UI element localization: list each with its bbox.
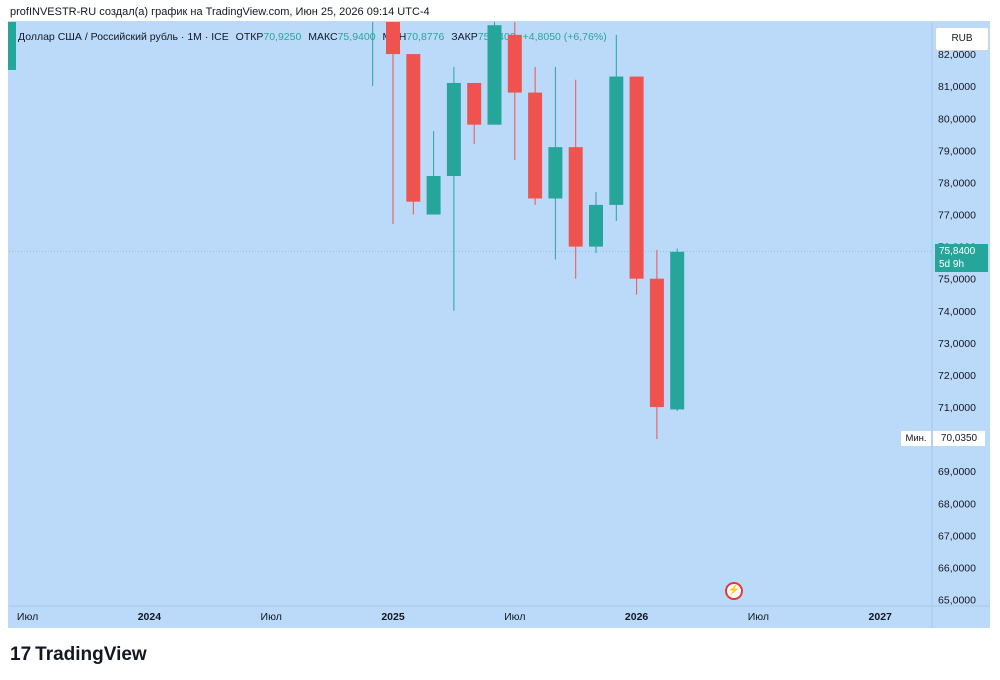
high-value: 75,9400	[337, 31, 376, 43]
candle-body-down	[649, 278, 664, 408]
x-tick-label: Июл	[17, 611, 38, 623]
brand-name: TradingView	[35, 644, 147, 665]
open-label: ОТКР	[235, 31, 264, 43]
x-tick-label: Июл	[748, 611, 769, 623]
candle-body-up	[609, 76, 624, 205]
y-tick-label: 67,0000	[938, 530, 976, 542]
dividend-event-icon[interactable]: ⚡	[725, 582, 743, 600]
bar-countdown: 5d 9h	[939, 259, 965, 270]
candle-body-down	[568, 147, 583, 247]
candle-body-down	[629, 76, 644, 279]
candle-body-up	[670, 251, 685, 410]
close-label: ЗАКР	[451, 31, 478, 43]
y-tick-label: 74,0000	[938, 306, 976, 318]
open-value: 70,9250	[263, 31, 302, 43]
y-tick-label: 78,0000	[938, 177, 976, 189]
y-tick-label: 72,0000	[938, 370, 976, 382]
y-tick-label: 66,0000	[938, 562, 976, 574]
last-price-value: 75,8400	[939, 246, 976, 257]
symbol-name[interactable]: Доллар США / Российский рубль · 1M · ICE	[18, 31, 229, 43]
x-tick-label: 2024	[138, 611, 162, 623]
low-value: 70,8776	[406, 31, 445, 43]
chart-attribution: profINVESTR-RU создал(а) график на Tradi…	[10, 6, 430, 18]
candle-body-up	[487, 25, 502, 125]
y-tick-label: 81,0000	[938, 81, 976, 93]
candle-body-down	[467, 82, 482, 125]
candles-group	[372, 22, 685, 440]
y-tick-label: 79,0000	[938, 145, 976, 157]
y-tick-label: 71,0000	[938, 402, 976, 414]
candle-body-up	[446, 82, 461, 177]
y-tick-label: 73,0000	[938, 338, 976, 350]
x-tick-label: Июл	[261, 611, 282, 623]
tradingview-logo[interactable]: 17 TradingView	[10, 644, 147, 666]
candle-body-up	[426, 176, 441, 215]
min-label: Мин.	[901, 431, 931, 446]
x-tick-label: 2027	[869, 611, 893, 623]
symbol-flag	[8, 22, 16, 70]
min-value: 70,0350	[933, 431, 985, 446]
y-tick-label: 65,0000	[938, 595, 976, 607]
candle-body-up	[589, 204, 603, 247]
x-tick-label: Июл	[504, 611, 525, 623]
y-tick-label: 68,0000	[938, 498, 976, 510]
y-tick-label: 77,0000	[938, 210, 976, 222]
candle-body-down	[386, 22, 400, 55]
candle-body-up	[548, 147, 563, 199]
change-value: +4,8050 (+6,76%)	[522, 31, 607, 43]
y-tick-label: 80,0000	[938, 113, 976, 125]
currency-button[interactable]: RUB	[935, 27, 989, 51]
x-tick-label: 2026	[625, 611, 649, 623]
x-tick-label: 2025	[381, 611, 405, 623]
tv-logo-icon: 17	[10, 644, 32, 665]
candle-body-down	[528, 92, 543, 199]
high-label: МАКС	[308, 31, 338, 43]
y-tick-label: 69,0000	[938, 466, 976, 478]
candle-body-down	[507, 34, 522, 93]
last-price-tag: 75,8400 5d 9h	[935, 244, 988, 272]
candle-body-down	[406, 54, 421, 202]
y-tick-label: 82,0000	[938, 49, 976, 61]
y-tick-label: 75,0000	[938, 274, 976, 286]
